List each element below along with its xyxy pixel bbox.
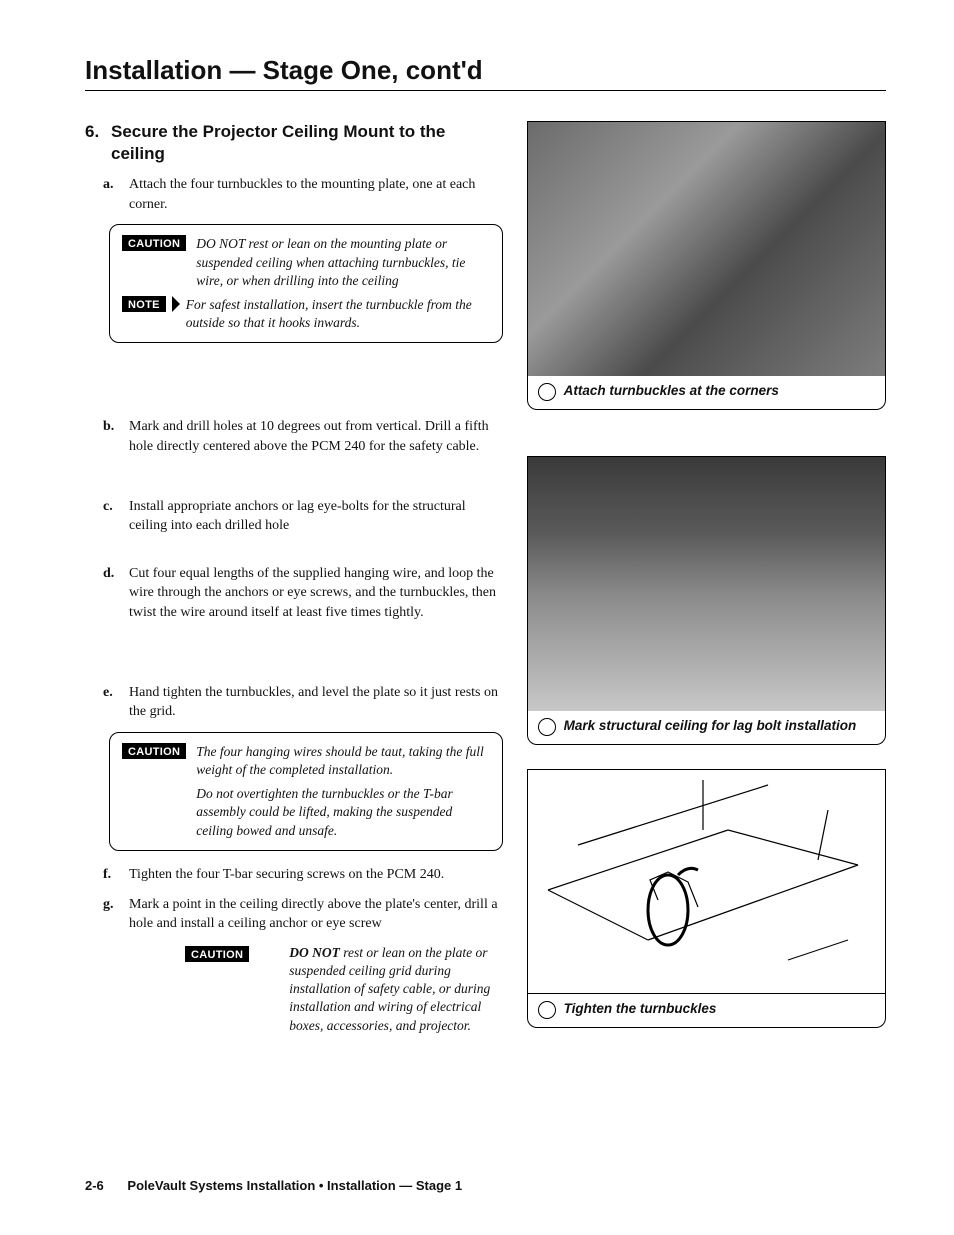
content-columns: 6. Secure the Projector Ceiling Mount to…: [85, 121, 886, 1052]
note-triangle-icon: [172, 296, 180, 312]
inline-caution: CAUTION DO NOT rest or lean on the plate…: [185, 944, 503, 1035]
section-number: 6.: [85, 121, 105, 165]
figure-caption: Tighten the turnbuckles: [564, 1000, 717, 1018]
note-badge: NOTE: [122, 296, 166, 312]
caution-badge: CAUTION: [122, 743, 186, 759]
step-letter: c.: [103, 497, 129, 536]
step-text: Tighten the four T-bar securing screws o…: [129, 865, 503, 885]
step-text: Hand tighten the turnbuckles, and level …: [129, 683, 503, 722]
step-letter: d.: [103, 564, 129, 623]
circle-bullet-icon: [538, 1001, 556, 1019]
circle-bullet-icon: [538, 383, 556, 401]
callout-text: For safest installation, insert the turn…: [186, 296, 490, 332]
callout-box-2: CAUTION The four hanging wires should be…: [109, 732, 503, 851]
step-text: Cut four equal lengths of the supplied h…: [129, 564, 503, 623]
page-footer: 2-6 PoleVault Systems Installation • Ins…: [85, 1178, 462, 1193]
footer-text: PoleVault Systems Installation • Install…: [127, 1178, 462, 1193]
step-e: e. Hand tighten the turnbuckles, and lev…: [85, 683, 503, 722]
step-g: g. Mark a point in the ceiling directly …: [85, 895, 503, 934]
figure-3: Tighten the turnbuckles: [527, 769, 886, 1028]
figure-caption-frame: Tighten the turnbuckles: [527, 994, 886, 1028]
step-letter: f.: [103, 865, 129, 885]
section-title: Secure the Projector Ceiling Mount to th…: [105, 121, 503, 165]
callout-text: The four hanging wires should be taut, t…: [196, 743, 489, 840]
figure-image-illustration: [527, 769, 886, 994]
step-text: Install appropriate anchors or lag eye-b…: [129, 497, 503, 536]
page-title: Installation — Stage One, cont'd: [85, 55, 886, 91]
section-heading: 6. Secure the Projector Ceiling Mount to…: [85, 121, 503, 165]
callout-text: DO NOT rest or lean on the mounting plat…: [196, 235, 489, 290]
callout-row: CAUTION The four hanging wires should be…: [122, 743, 490, 840]
step-letter: e.: [103, 683, 129, 722]
figure-caption: Mark structural ceiling for lag bolt ins…: [564, 717, 857, 735]
caution-badge: CAUTION: [185, 946, 249, 962]
step-f: f. Tighten the four T-bar securing screw…: [85, 865, 503, 885]
figure-caption-frame: Mark structural ceiling for lag bolt ins…: [527, 711, 886, 745]
left-column: 6. Secure the Projector Ceiling Mount to…: [85, 121, 503, 1052]
caution-lead: DO NOT: [289, 945, 340, 960]
callout-row: CAUTION DO NOT rest or lean on the mount…: [122, 235, 490, 290]
step-letter: b.: [103, 417, 129, 456]
step-c: c. Install appropriate anchors or lag ey…: [85, 497, 503, 536]
step-text: Mark and drill holes at 10 degrees out f…: [129, 417, 503, 456]
callout-para-1: The four hanging wires should be taut, t…: [196, 743, 489, 779]
step-d: d. Cut four equal lengths of the supplie…: [85, 564, 503, 623]
figure-caption-frame: Attach turnbuckles at the corners: [527, 376, 886, 410]
figure-caption: Attach turnbuckles at the corners: [564, 382, 779, 400]
callout-row: NOTE For safest installation, insert the…: [122, 296, 490, 332]
caution-badge: CAUTION: [122, 235, 186, 251]
callout-box-1: CAUTION DO NOT rest or lean on the mount…: [109, 224, 503, 343]
step-text: Attach the four turnbuckles to the mount…: [129, 175, 503, 214]
step-b: b. Mark and drill holes at 10 degrees ou…: [85, 417, 503, 456]
right-column: Attach turnbuckles at the corners Mark s…: [527, 121, 886, 1052]
figure-image-photo: [527, 121, 886, 376]
step-letter: a.: [103, 175, 129, 214]
figure-image-photo: [527, 456, 886, 711]
page-number: 2-6: [85, 1178, 104, 1193]
callout-text: DO NOT rest or lean on the plate or susp…: [289, 944, 502, 1035]
step-letter: g.: [103, 895, 129, 934]
step-text: Mark a point in the ceiling directly abo…: [129, 895, 503, 934]
step-a: a. Attach the four turnbuckles to the mo…: [85, 175, 503, 214]
figure-1: Attach turnbuckles at the corners: [527, 121, 886, 410]
callout-para-2: Do not overtighten the turnbuckles or th…: [196, 785, 489, 840]
figure-2: Mark structural ceiling for lag bolt ins…: [527, 456, 886, 745]
circle-bullet-icon: [538, 718, 556, 736]
